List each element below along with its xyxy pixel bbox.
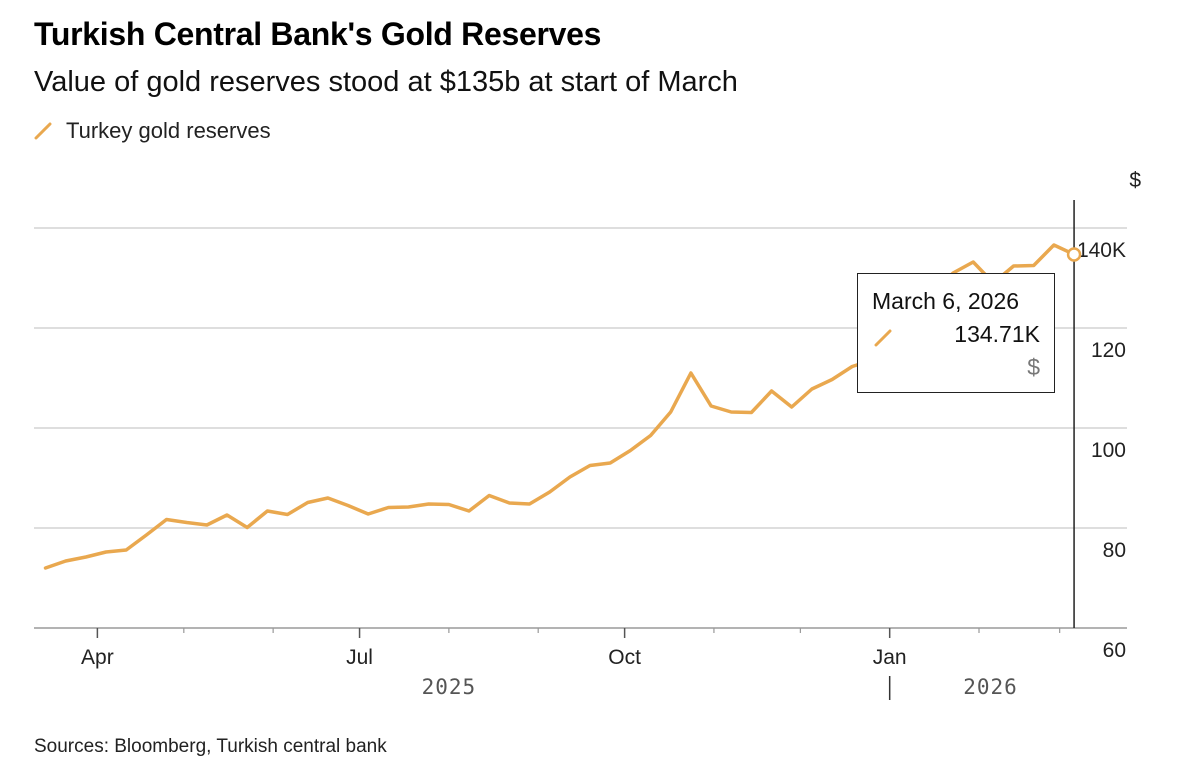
legend-line-icon bbox=[34, 122, 52, 140]
legend[interactable]: Turkey gold reserves bbox=[34, 118, 271, 144]
highlight-point[interactable] bbox=[1066, 247, 1082, 262]
x-tick-label: Oct bbox=[608, 646, 641, 669]
crosshair bbox=[1066, 200, 1082, 628]
hover-tooltip: March 6, 2026 134.71K $ bbox=[857, 273, 1055, 393]
tooltip-series-icon bbox=[874, 329, 892, 347]
tooltip-value: 134.71K bbox=[954, 321, 1040, 347]
tooltip-date: March 6, 2026 bbox=[872, 288, 1020, 314]
y-unit-label: $ bbox=[1129, 169, 1141, 192]
x-tick-label: Apr bbox=[81, 646, 114, 669]
y-tick-label: 100 bbox=[1091, 439, 1126, 462]
x-tick-label: Jan bbox=[873, 646, 907, 669]
x-axis: Apr Jul Oct Jan 2025 2026 bbox=[34, 627, 1127, 700]
x-year-label: 2025 bbox=[422, 675, 477, 699]
y-axis: 140K 120 100 80 60 $ bbox=[1077, 169, 1141, 662]
chart-title: Turkish Central Bank's Gold Reserves bbox=[34, 16, 602, 52]
x-tick-label: Jul bbox=[346, 646, 373, 669]
y-tick-label: 140K bbox=[1077, 239, 1126, 262]
y-tick-label: 60 bbox=[1103, 639, 1126, 662]
source-note: Sources: Bloomberg, Turkish central bank bbox=[34, 736, 387, 757]
y-tick-label: 120 bbox=[1091, 339, 1126, 362]
legend-label: Turkey gold reserves bbox=[66, 118, 271, 143]
tooltip-unit: $ bbox=[1027, 354, 1040, 380]
chart-subtitle: Value of gold reserves stood at $135b at… bbox=[34, 66, 738, 98]
x-year-label: 2026 bbox=[963, 675, 1018, 699]
y-tick-label: 80 bbox=[1103, 539, 1126, 562]
